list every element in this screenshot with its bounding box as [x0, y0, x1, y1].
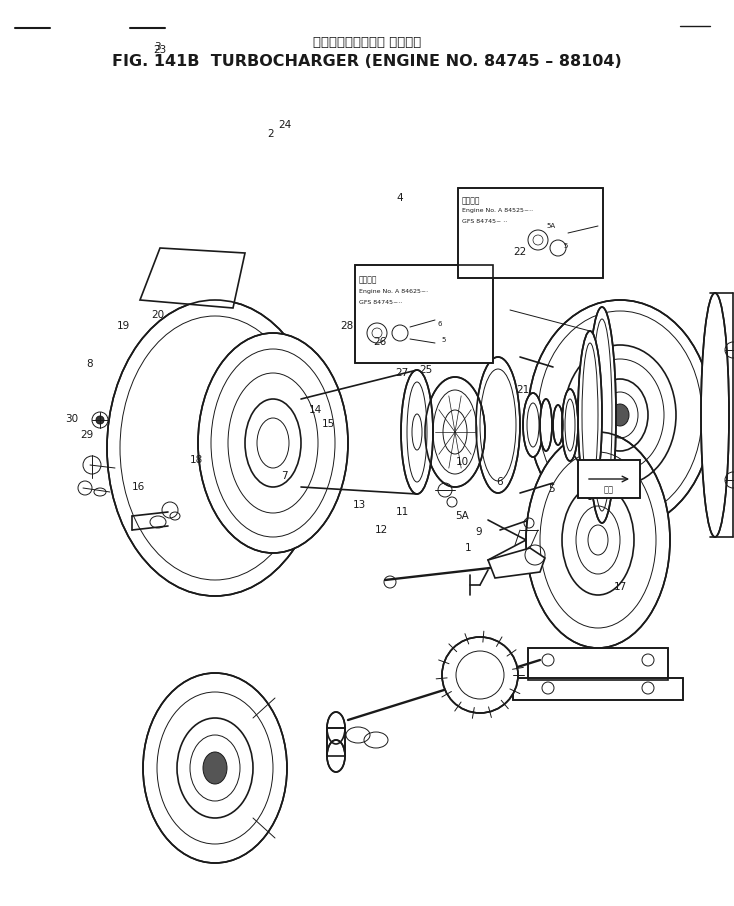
- Text: 28: 28: [340, 321, 353, 332]
- Bar: [355, 265, 493, 363]
- Bar: [578, 460, 640, 498]
- Bar: [355, 265, 493, 363]
- Text: GFS 84745~ ··: GFS 84745~ ··: [462, 219, 507, 224]
- Bar: [513, 678, 683, 700]
- Ellipse shape: [578, 331, 602, 499]
- Ellipse shape: [425, 377, 485, 487]
- Text: 17: 17: [614, 582, 627, 593]
- Text: 26: 26: [374, 337, 387, 348]
- Text: Engine No. A 84525~··: Engine No. A 84525~··: [462, 208, 533, 213]
- Ellipse shape: [327, 712, 345, 744]
- Text: 21: 21: [516, 384, 529, 395]
- Ellipse shape: [143, 673, 287, 863]
- Text: 適用号機: 適用号機: [359, 275, 377, 284]
- Text: 23: 23: [153, 44, 167, 55]
- Text: 12: 12: [375, 525, 388, 535]
- Ellipse shape: [476, 357, 520, 493]
- Text: 15: 15: [322, 419, 335, 429]
- Text: 5A: 5A: [456, 511, 469, 522]
- Text: 9: 9: [475, 526, 482, 537]
- Ellipse shape: [562, 389, 578, 461]
- Ellipse shape: [588, 307, 616, 523]
- Ellipse shape: [540, 399, 552, 451]
- Ellipse shape: [553, 405, 563, 445]
- Text: 3: 3: [154, 42, 161, 53]
- Text: 24: 24: [278, 120, 291, 130]
- Bar: [528, 648, 668, 680]
- Polygon shape: [488, 548, 545, 578]
- Polygon shape: [140, 248, 245, 308]
- Text: Engine No. A 84625~·: Engine No. A 84625~·: [359, 289, 428, 294]
- Text: 8: 8: [86, 359, 93, 370]
- Text: 5: 5: [563, 243, 567, 249]
- Ellipse shape: [528, 300, 712, 530]
- Text: 6: 6: [495, 477, 503, 487]
- Bar: [327, 728, 345, 756]
- Text: 13: 13: [353, 499, 366, 510]
- Ellipse shape: [198, 333, 348, 553]
- Ellipse shape: [327, 740, 345, 772]
- Ellipse shape: [107, 300, 323, 596]
- Text: 30: 30: [65, 413, 79, 424]
- Text: FIG. 141B  TURBOCHARGER (ENGINE NO. 84745 – 88104): FIG. 141B TURBOCHARGER (ENGINE NO. 84745…: [112, 54, 622, 70]
- Circle shape: [442, 637, 518, 713]
- Text: 19: 19: [117, 321, 130, 332]
- Text: 前方: 前方: [604, 486, 614, 495]
- Text: 2: 2: [266, 129, 274, 140]
- Ellipse shape: [401, 370, 433, 494]
- Text: 5: 5: [548, 484, 556, 495]
- Circle shape: [96, 416, 104, 424]
- Text: 16: 16: [131, 482, 145, 493]
- Text: 5: 5: [441, 337, 446, 343]
- Ellipse shape: [701, 293, 729, 537]
- Bar: [528, 648, 668, 680]
- Text: GFS 84745~··: GFS 84745~··: [359, 300, 402, 305]
- Text: 10: 10: [456, 457, 469, 467]
- Ellipse shape: [523, 393, 543, 457]
- Text: 5A: 5A: [546, 223, 555, 229]
- Text: 4: 4: [396, 192, 404, 203]
- Text: 14: 14: [309, 404, 322, 415]
- Text: 22: 22: [513, 246, 526, 257]
- Text: 7: 7: [281, 470, 288, 481]
- Bar: [578, 460, 640, 498]
- Text: 1: 1: [465, 543, 472, 554]
- Bar: [327, 728, 345, 756]
- Ellipse shape: [526, 432, 670, 648]
- Text: 25: 25: [419, 364, 432, 375]
- Ellipse shape: [611, 404, 629, 426]
- Text: ターボチャージャー 適用号機: ターボチャージャー 適用号機: [313, 35, 421, 49]
- Ellipse shape: [203, 752, 227, 784]
- Text: 27: 27: [396, 368, 409, 379]
- Text: 20: 20: [151, 310, 164, 321]
- Text: 18: 18: [190, 455, 203, 466]
- Text: 適用号機: 適用号機: [462, 196, 481, 205]
- Bar: [458, 188, 603, 278]
- Text: 29: 29: [80, 429, 93, 440]
- Text: 6: 6: [438, 321, 443, 327]
- Text: 11: 11: [396, 506, 409, 517]
- Bar: [458, 188, 603, 278]
- Bar: [513, 678, 683, 700]
